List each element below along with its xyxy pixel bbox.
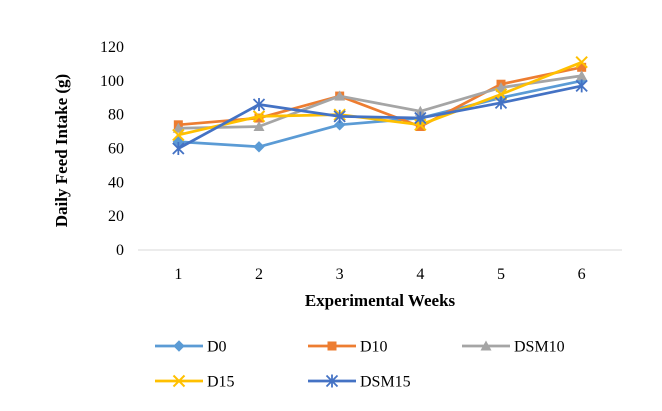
legend-marker [327, 341, 337, 351]
data-point [415, 122, 425, 132]
data-point [172, 122, 184, 133]
series-dsm10 [172, 70, 588, 133]
data-point [172, 142, 185, 155]
series-d15 [172, 56, 588, 142]
series-line-d15 [176, 60, 584, 137]
y-tick-label: 0 [116, 242, 124, 259]
data-point [495, 82, 507, 93]
legend-label: DSM15 [360, 374, 411, 391]
y-tick-label: 80 [108, 107, 124, 124]
data-point [252, 98, 266, 112]
data-point [576, 70, 588, 81]
y-axis-ticks: 0 20 40 60 80 100 120 [100, 39, 124, 259]
y-tick-label: 100 [100, 73, 124, 90]
y-tick-label: 20 [108, 208, 124, 225]
data-point [414, 105, 426, 116]
data-point [575, 56, 588, 69]
y-tick-label: 60 [108, 141, 124, 158]
legend-marker [325, 374, 339, 388]
legend-label: D0 [207, 339, 227, 356]
data-point [575, 79, 588, 93]
x-axis-ticks: 1 2 3 4 5 6 [174, 266, 585, 283]
data-point [253, 141, 265, 153]
legend-label: D10 [360, 339, 388, 356]
series-d0 [172, 75, 588, 153]
series-line-d0 [176, 79, 584, 149]
legend-item: DSM15 [308, 374, 411, 391]
series-line-dsm10 [176, 74, 584, 130]
data-point [334, 90, 346, 101]
data-point [577, 62, 587, 72]
y-axis-title: Daily Feed Intake (g) [52, 74, 71, 227]
legend-item: DSM10 [462, 339, 565, 356]
x-tick-label: 2 [255, 266, 263, 283]
x-tick-label: 4 [416, 266, 424, 283]
legend-marker [172, 374, 186, 388]
legend-marker [480, 340, 492, 351]
series-lines [172, 56, 588, 155]
series-line-dsm15 [176, 84, 584, 150]
data-point [253, 121, 265, 132]
x-axis-title: Experimental Weeks [305, 291, 456, 310]
x-tick-label: 1 [174, 266, 182, 283]
data-point [252, 110, 266, 123]
data-point [333, 109, 346, 123]
legend-item: D10 [308, 339, 388, 356]
legend: D0 D10 DSM10 D15 DSM15 [155, 339, 565, 391]
data-point [172, 128, 185, 142]
data-point [494, 96, 508, 110]
data-point [414, 111, 427, 125]
y-tick-label: 40 [108, 174, 124, 191]
legend-item: D15 [155, 374, 235, 391]
legend-label: DSM10 [514, 339, 565, 356]
legend-item: D0 [155, 339, 227, 356]
legend-marker [173, 340, 185, 352]
y-tick-label: 120 [100, 39, 124, 56]
x-tick-label: 5 [497, 266, 505, 283]
x-tick-label: 3 [336, 266, 344, 283]
data-point [333, 119, 346, 131]
series-dsm15 [172, 79, 588, 155]
data-point [254, 113, 264, 123]
x-tick-label: 6 [578, 266, 586, 283]
legend-label: D15 [207, 374, 235, 391]
